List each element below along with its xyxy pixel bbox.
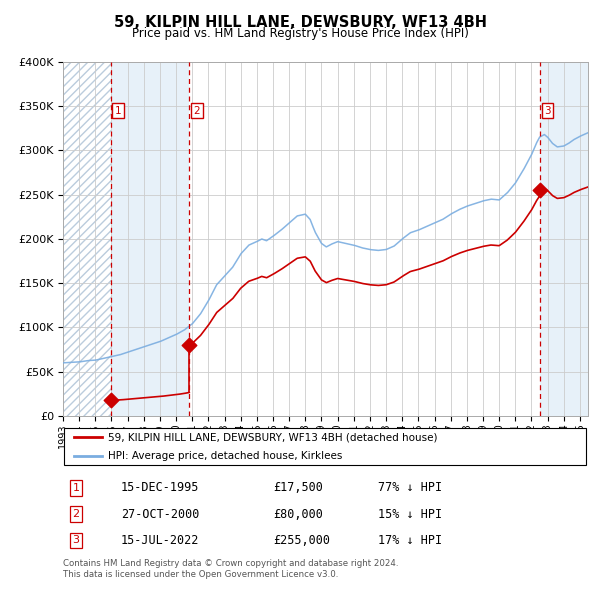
Text: Contains HM Land Registry data © Crown copyright and database right 2024.
This d: Contains HM Land Registry data © Crown c… [63, 559, 398, 579]
Text: 2: 2 [193, 106, 200, 116]
Text: £255,000: £255,000 [273, 534, 330, 547]
Text: 1: 1 [73, 483, 80, 493]
Text: Price paid vs. HM Land Registry's House Price Index (HPI): Price paid vs. HM Land Registry's House … [131, 27, 469, 40]
Text: 15-DEC-1995: 15-DEC-1995 [121, 481, 199, 494]
Bar [111, 62, 190, 416]
Text: 3: 3 [544, 106, 551, 116]
Text: 3: 3 [73, 536, 80, 546]
Text: 59, KILPIN HILL LANE, DEWSBURY, WF13 4BH (detached house): 59, KILPIN HILL LANE, DEWSBURY, WF13 4BH… [107, 432, 437, 442]
Text: 27-OCT-2000: 27-OCT-2000 [121, 508, 199, 521]
Point [185, 340, 194, 350]
Text: 2: 2 [73, 509, 80, 519]
Text: 59, KILPIN HILL LANE, DEWSBURY, WF13 4BH: 59, KILPIN HILL LANE, DEWSBURY, WF13 4BH [113, 15, 487, 30]
Text: £17,500: £17,500 [273, 481, 323, 494]
Text: 1: 1 [115, 106, 121, 116]
FancyBboxPatch shape [64, 428, 586, 465]
Bar [540, 62, 588, 416]
Point [535, 185, 545, 195]
Text: 17% ↓ HPI: 17% ↓ HPI [378, 534, 442, 547]
Text: £80,000: £80,000 [273, 508, 323, 521]
Text: 15% ↓ HPI: 15% ↓ HPI [378, 508, 442, 521]
Text: 77% ↓ HPI: 77% ↓ HPI [378, 481, 442, 494]
Text: HPI: Average price, detached house, Kirklees: HPI: Average price, detached house, Kirk… [107, 451, 342, 461]
Point [106, 396, 116, 405]
Text: 15-JUL-2022: 15-JUL-2022 [121, 534, 199, 547]
Bar [63, 62, 111, 416]
